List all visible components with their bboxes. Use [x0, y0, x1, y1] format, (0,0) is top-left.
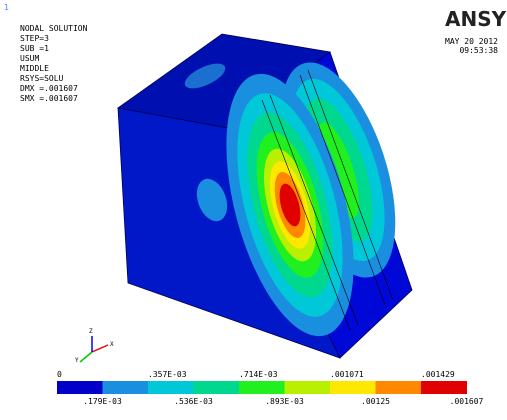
info-line: MIDDLE: [20, 64, 49, 73]
legend-swatch: [421, 381, 467, 394]
legend-label: 0: [57, 370, 62, 379]
legend-label: .001429: [421, 370, 455, 379]
legend-label: .893E-03: [265, 397, 304, 406]
info-line: DMX =.001607: [20, 84, 78, 93]
time: 09:53:38: [459, 46, 498, 55]
legend-label: .536E-03: [174, 397, 213, 406]
logo: ANSYS: [445, 7, 507, 31]
legend-swatch: [194, 381, 240, 394]
info-line: NODAL SOLUTION: [20, 24, 88, 33]
legend-swatch: [239, 381, 285, 394]
info-line: RSYS=SOLU: [20, 74, 64, 83]
legend-swatch: [103, 381, 149, 394]
info-line: STEP=3: [20, 34, 49, 43]
info-line: USUM: [20, 54, 39, 63]
legend-label: .001071: [330, 370, 364, 379]
window-number: 1: [4, 3, 9, 12]
legend-swatch: [285, 381, 331, 394]
legend-label: .179E-03: [83, 397, 122, 406]
legend-swatch: [330, 381, 376, 394]
legend-label: .00125: [361, 397, 390, 406]
legend-swatch: [376, 381, 422, 394]
info-line: SUB =1: [20, 44, 49, 53]
info-line: SMX =.001607: [20, 94, 78, 103]
legend-label: .001607: [450, 397, 484, 406]
legend-label: .714E-03: [239, 370, 278, 379]
legend-swatch: [57, 381, 103, 394]
legend-label: .357E-03: [148, 370, 187, 379]
triad-label: Z: [89, 328, 93, 335]
ansys-viewport: 1 NODAL SOLUTIONSTEP=3SUB =1USUMMIDDLERS…: [0, 0, 507, 415]
triad-label: X: [110, 341, 114, 348]
date: MAY 20 2012: [445, 37, 498, 46]
legend-swatch: [148, 381, 194, 394]
triad-label: Y: [75, 357, 79, 364]
